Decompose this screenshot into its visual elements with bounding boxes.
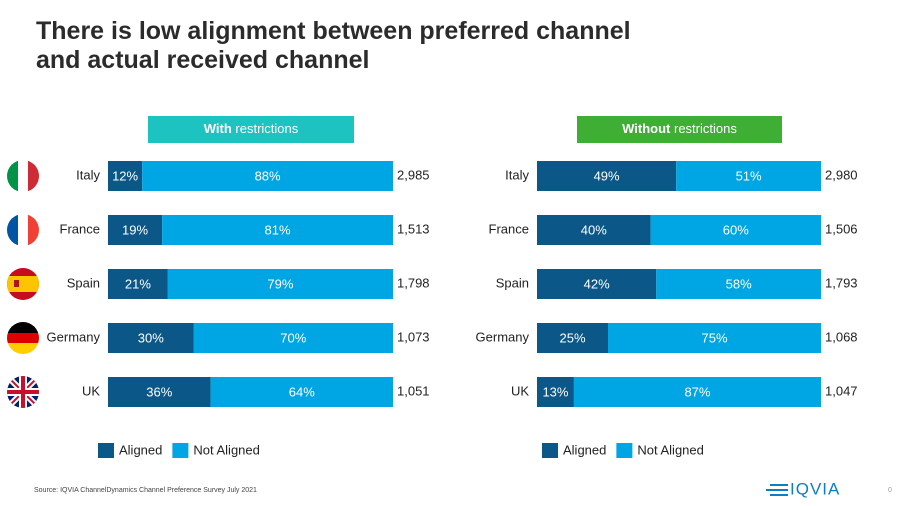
- bar-segment: [108, 377, 211, 407]
- value-label: 70%: [280, 330, 306, 345]
- flag-spain: [7, 268, 39, 300]
- bar-segment: [108, 323, 194, 353]
- value-label: 36%: [146, 384, 172, 399]
- sample-size: 1,506: [825, 221, 858, 236]
- value-label: 81%: [265, 222, 291, 237]
- bar-segment: [537, 269, 657, 299]
- bar-segment: [650, 215, 821, 245]
- legend-label: Not Aligned: [193, 442, 260, 457]
- flag-germany: [7, 322, 39, 354]
- legend-swatch: [542, 443, 558, 458]
- value-label: 12%: [112, 168, 138, 183]
- panel-title: Without restrictions: [622, 121, 737, 136]
- category-label: France: [60, 221, 100, 236]
- panel-header: [577, 116, 782, 143]
- bar-segment: [608, 323, 821, 353]
- value-label: 40%: [581, 222, 607, 237]
- value-label: 13%: [542, 384, 568, 399]
- legend-label: Aligned: [119, 442, 162, 457]
- sample-size: 2,980: [825, 167, 858, 182]
- sample-size: 1,513: [397, 221, 430, 236]
- bar-segment: [162, 215, 393, 245]
- source-note: Source: IQVIA ChannelDynamics Channel Pr…: [34, 487, 257, 494]
- value-label: 21%: [125, 276, 151, 291]
- legend-label: Aligned: [563, 442, 606, 457]
- bar-segment: [573, 377, 821, 407]
- slide-title: There is low alignment between preferred…: [36, 17, 638, 74]
- legend-swatch: [98, 443, 114, 458]
- category-label: Italy: [76, 167, 100, 182]
- value-label: 49%: [594, 168, 620, 183]
- category-label: UK: [82, 383, 100, 398]
- bar-segment: [108, 269, 168, 299]
- legend-label: Not Aligned: [637, 442, 704, 457]
- sample-size: 1,068: [825, 329, 858, 344]
- value-label: 42%: [584, 276, 610, 291]
- panel-header: [148, 116, 354, 143]
- logo-text: IQVIA: [790, 479, 840, 498]
- flag-uk: [7, 376, 39, 408]
- sample-size: 1,047: [825, 383, 858, 398]
- sample-size: 1,051: [397, 383, 430, 398]
- value-label: 19%: [122, 222, 148, 237]
- value-label: 58%: [726, 276, 752, 291]
- value-label: 30%: [138, 330, 164, 345]
- sample-size: 1,793: [825, 275, 858, 290]
- page-number: 0: [888, 487, 892, 494]
- sample-size: 1,073: [397, 329, 430, 344]
- category-label: France: [489, 221, 529, 236]
- category-label: Germany: [476, 329, 530, 344]
- bar-segment: [537, 377, 574, 407]
- bar-segment: [108, 161, 143, 191]
- legend-swatch: [616, 443, 633, 458]
- value-label: 87%: [684, 384, 710, 399]
- value-label: 25%: [559, 330, 585, 345]
- bar-segment: [210, 377, 393, 407]
- logo: IQVIA: [766, 479, 840, 498]
- sample-size: 2,985: [397, 167, 430, 182]
- bar-segment: [676, 161, 821, 191]
- bar-segment: [537, 323, 608, 353]
- bar-segment: [167, 269, 393, 299]
- bar-segment: [108, 215, 163, 245]
- category-label: Spain: [67, 275, 100, 290]
- value-label: 75%: [701, 330, 727, 345]
- bar-segment: [537, 215, 651, 245]
- category-label: Spain: [496, 275, 529, 290]
- value-label: 79%: [267, 276, 293, 291]
- bar-segment: [142, 161, 393, 191]
- value-label: 64%: [289, 384, 315, 399]
- category-label: Italy: [505, 167, 529, 182]
- legend-swatch: [172, 443, 189, 458]
- panel-title: With restrictions: [204, 121, 299, 136]
- sample-size: 1,798: [397, 275, 430, 290]
- flag-france: [7, 214, 39, 246]
- bar-segment: [193, 323, 393, 353]
- value-label: 88%: [255, 168, 281, 183]
- category-label: UK: [511, 383, 529, 398]
- flag-italy: [7, 160, 39, 192]
- value-label: 60%: [723, 222, 749, 237]
- value-label: 51%: [736, 168, 762, 183]
- bar-segment: [537, 161, 677, 191]
- bar-segment: [656, 269, 821, 299]
- category-label: Germany: [47, 329, 101, 344]
